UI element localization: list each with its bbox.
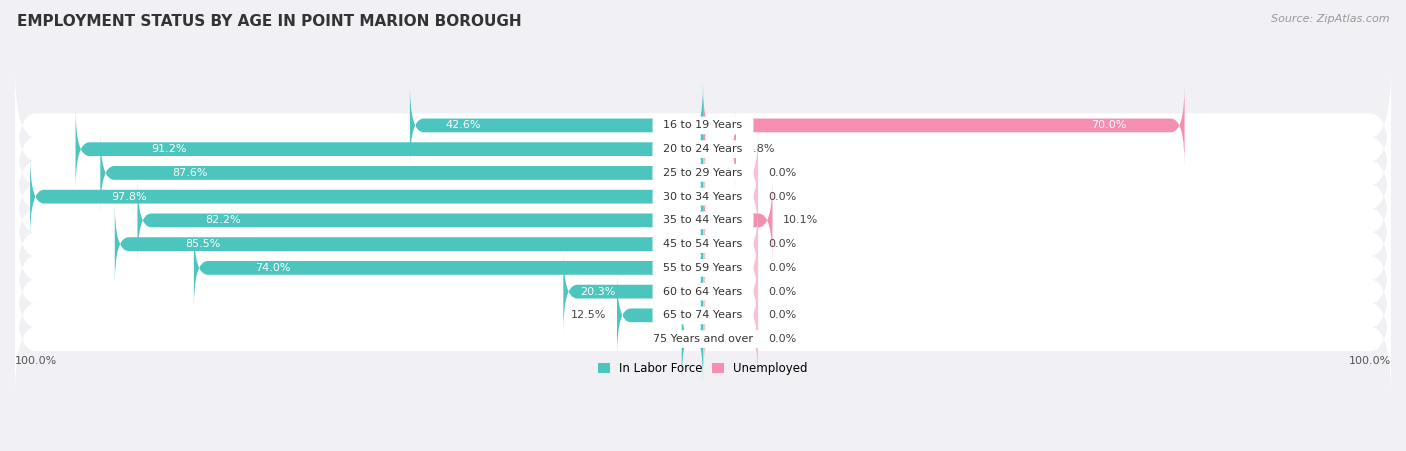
- FancyBboxPatch shape: [703, 299, 758, 380]
- Text: 100.0%: 100.0%: [1348, 356, 1391, 366]
- FancyBboxPatch shape: [703, 275, 758, 356]
- Text: 3.1%: 3.1%: [643, 334, 671, 344]
- FancyBboxPatch shape: [15, 209, 1391, 327]
- Text: 0.0%: 0.0%: [768, 310, 797, 320]
- FancyBboxPatch shape: [15, 138, 1391, 256]
- Text: 12.5%: 12.5%: [571, 310, 606, 320]
- FancyBboxPatch shape: [564, 251, 703, 332]
- FancyBboxPatch shape: [15, 66, 1391, 184]
- Text: 85.5%: 85.5%: [186, 239, 221, 249]
- Text: 20.3%: 20.3%: [581, 287, 616, 297]
- FancyBboxPatch shape: [15, 114, 1391, 232]
- Text: EMPLOYMENT STATUS BY AGE IN POINT MARION BOROUGH: EMPLOYMENT STATUS BY AGE IN POINT MARION…: [17, 14, 522, 28]
- FancyBboxPatch shape: [15, 90, 1391, 208]
- FancyBboxPatch shape: [15, 185, 1391, 303]
- Text: 74.0%: 74.0%: [254, 263, 291, 273]
- Text: 45 to 54 Years: 45 to 54 Years: [657, 239, 749, 249]
- FancyBboxPatch shape: [15, 161, 1391, 280]
- FancyBboxPatch shape: [703, 109, 735, 190]
- Text: 91.2%: 91.2%: [150, 144, 187, 154]
- FancyBboxPatch shape: [15, 256, 1391, 374]
- Text: 4.8%: 4.8%: [747, 144, 775, 154]
- FancyBboxPatch shape: [30, 156, 703, 237]
- FancyBboxPatch shape: [411, 85, 703, 166]
- FancyBboxPatch shape: [703, 132, 758, 213]
- Text: 0.0%: 0.0%: [768, 168, 797, 178]
- FancyBboxPatch shape: [682, 299, 703, 380]
- FancyBboxPatch shape: [115, 203, 703, 285]
- FancyBboxPatch shape: [703, 156, 758, 237]
- Text: 75 Years and over: 75 Years and over: [645, 334, 761, 344]
- Text: 0.0%: 0.0%: [768, 287, 797, 297]
- FancyBboxPatch shape: [15, 233, 1391, 351]
- Text: 100.0%: 100.0%: [15, 356, 58, 366]
- FancyBboxPatch shape: [15, 280, 1391, 398]
- Text: 82.2%: 82.2%: [205, 216, 240, 226]
- Text: 0.0%: 0.0%: [768, 239, 797, 249]
- Text: 30 to 34 Years: 30 to 34 Years: [657, 192, 749, 202]
- Text: 55 to 59 Years: 55 to 59 Years: [657, 263, 749, 273]
- Text: Source: ZipAtlas.com: Source: ZipAtlas.com: [1271, 14, 1389, 23]
- FancyBboxPatch shape: [703, 203, 758, 285]
- Text: 10.1%: 10.1%: [783, 216, 818, 226]
- Text: 16 to 19 Years: 16 to 19 Years: [657, 120, 749, 130]
- Text: 97.8%: 97.8%: [111, 192, 146, 202]
- Text: 70.0%: 70.0%: [1091, 120, 1126, 130]
- Text: 35 to 44 Years: 35 to 44 Years: [657, 216, 749, 226]
- FancyBboxPatch shape: [617, 275, 703, 356]
- Text: 0.0%: 0.0%: [768, 334, 797, 344]
- Text: 25 to 29 Years: 25 to 29 Years: [657, 168, 749, 178]
- Text: 0.0%: 0.0%: [768, 192, 797, 202]
- Text: 65 to 74 Years: 65 to 74 Years: [657, 310, 749, 320]
- FancyBboxPatch shape: [703, 227, 758, 308]
- FancyBboxPatch shape: [194, 227, 703, 308]
- FancyBboxPatch shape: [703, 180, 772, 261]
- Text: 60 to 64 Years: 60 to 64 Years: [657, 287, 749, 297]
- Text: 87.6%: 87.6%: [173, 168, 208, 178]
- FancyBboxPatch shape: [76, 109, 703, 190]
- Legend: In Labor Force, Unemployed: In Labor Force, Unemployed: [598, 362, 808, 375]
- Text: 20 to 24 Years: 20 to 24 Years: [657, 144, 749, 154]
- FancyBboxPatch shape: [138, 180, 703, 261]
- FancyBboxPatch shape: [703, 251, 758, 332]
- Text: 42.6%: 42.6%: [446, 120, 481, 130]
- Text: 0.0%: 0.0%: [768, 263, 797, 273]
- FancyBboxPatch shape: [100, 132, 703, 213]
- FancyBboxPatch shape: [703, 85, 1185, 166]
